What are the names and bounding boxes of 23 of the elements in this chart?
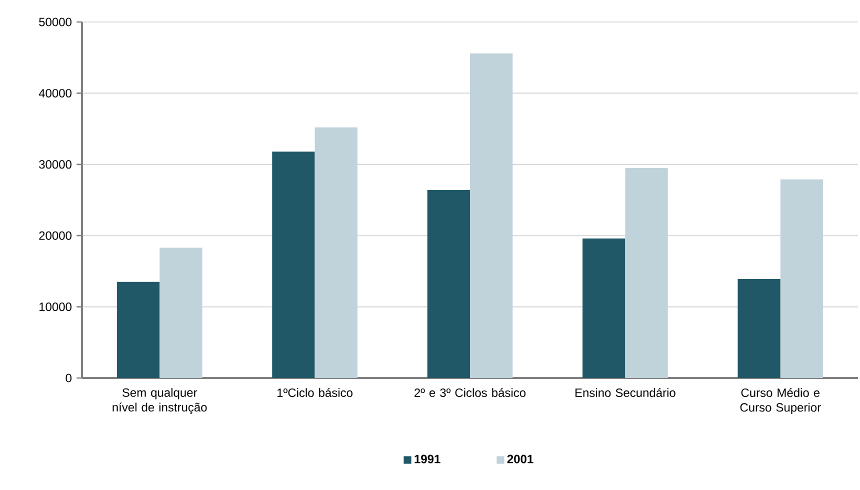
x-tick-label: 2º e 3º Ciclos básico <box>414 388 526 398</box>
x-tick-label: 1ºCiclo básico <box>278 388 352 398</box>
y-tick-label: 10000 <box>40 302 72 312</box>
y-tick-label: 40000 <box>38 88 72 98</box>
y-tick-label: 0 <box>66 374 72 382</box>
y-tick-label: 20000 <box>39 231 72 240</box>
y-tick-label: 30000 <box>39 160 72 169</box>
bar <box>625 168 668 378</box>
bar <box>780 179 824 378</box>
bar <box>314 127 358 378</box>
bar <box>116 282 160 378</box>
bar <box>582 238 626 378</box>
bar <box>160 248 202 378</box>
bar <box>738 279 780 378</box>
y-tick-label: 50000 <box>39 18 72 26</box>
x-tick-label: Ensino Secundário <box>575 388 676 398</box>
legend-label: 2001 <box>507 454 534 464</box>
bar <box>470 53 513 378</box>
x-tick-label: Sem qualquer nível de instrução <box>112 388 207 414</box>
bar <box>427 190 470 378</box>
bar <box>272 152 315 378</box>
x-tick-label: Curso Médio e Curso Superior <box>740 388 821 414</box>
legend-label: 1991 <box>414 454 440 464</box>
